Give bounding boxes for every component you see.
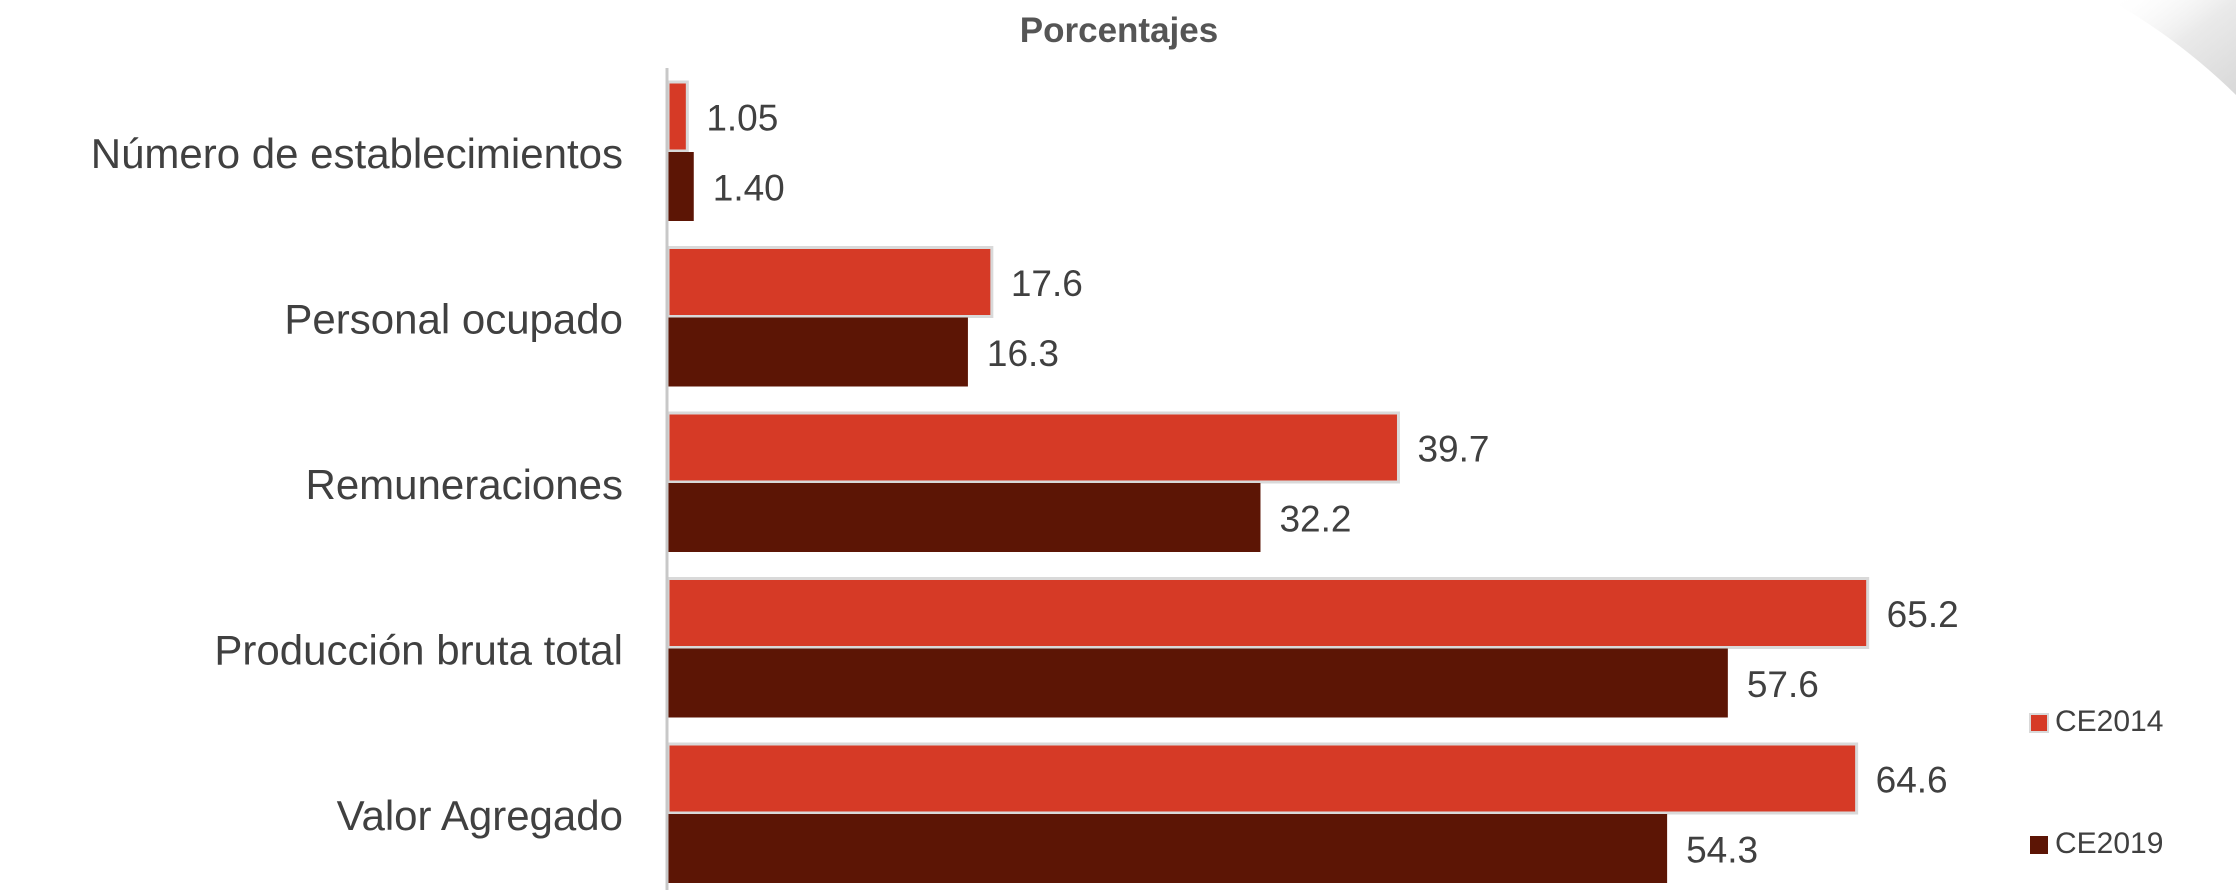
legend-label-ce2019: CE2019	[2055, 827, 2163, 860]
bar-ce2019-3	[668, 648, 1728, 718]
data-label: 64.6	[1876, 760, 1948, 801]
bar-ce2019-4	[668, 814, 1668, 883]
data-label: 1.40	[713, 168, 785, 209]
bar-ce2014-4	[666, 742, 1859, 815]
page-corner-decoration	[2110, 0, 2236, 95]
category-label: Producción bruta total	[214, 627, 623, 674]
legend-swatch-ce2019	[2030, 836, 2048, 854]
data-label: 54.3	[1686, 830, 1758, 871]
data-label: 16.3	[987, 333, 1059, 374]
data-label: 1.05	[706, 98, 778, 139]
bar-ce2019-2	[668, 483, 1261, 552]
category-label: Número de establecimientos	[91, 130, 623, 177]
chart-title: Porcentajes	[1020, 11, 1218, 50]
category-label: Valor Agregado	[337, 792, 623, 839]
bar-ce2019-0	[668, 152, 694, 221]
data-label: 17.6	[1011, 263, 1083, 304]
data-label: 39.7	[1417, 429, 1489, 470]
category-label: Remuneraciones	[305, 461, 623, 508]
bar-ce2014-2	[666, 411, 1400, 484]
legend-swatch-ce2014	[2029, 713, 2049, 733]
data-label: 57.6	[1747, 664, 1819, 705]
data-label: 32.2	[1279, 499, 1351, 540]
bar-ce2014-3	[666, 577, 1870, 649]
bar-ce2019-1	[668, 317, 968, 387]
bar-ce2014-0	[666, 80, 689, 153]
data-label: 65.2	[1887, 594, 1959, 635]
category-label: Personal ocupado	[284, 296, 623, 343]
legend-label-ce2014: CE2014	[2055, 705, 2163, 738]
bar-ce2014-1	[666, 246, 994, 318]
